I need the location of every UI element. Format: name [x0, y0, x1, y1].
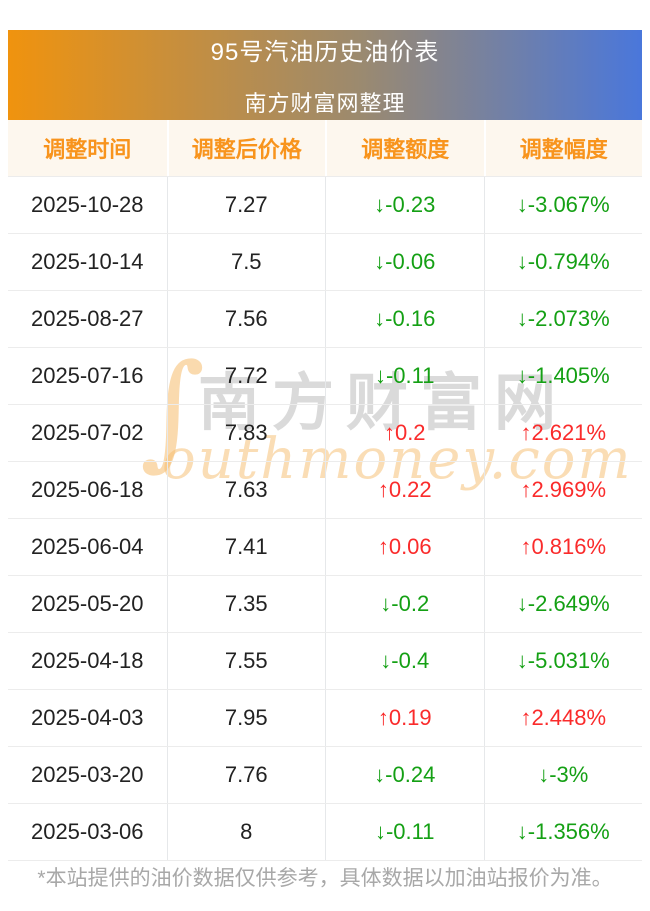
cell-adjust-amount: ↓-0.23	[325, 177, 484, 233]
column-header-adjust-time: 调整时间	[43, 137, 132, 162]
cell-adjust-amount: ↓-0.2	[325, 576, 484, 632]
cell-adjusted-price: 7.56	[166, 291, 326, 347]
cell-adjusted-price: 7.41	[166, 519, 326, 575]
cell-adjusted-price: 7.35	[166, 576, 326, 632]
cell-adjust-percent: ↓-3%	[483, 747, 643, 803]
table-row: 2025-10-28 7.27 ↓-0.23 ↓-3.067%	[8, 177, 642, 234]
cell-adjust-percent: ↑0.816%	[483, 519, 643, 575]
cell-adjusted-price: 8	[166, 804, 326, 860]
cell-adjust-amount: ↓-0.11	[325, 804, 484, 860]
cell-adjust-date: 2025-05-20	[30, 591, 144, 616]
cell-adjusted-price: 7.27	[166, 177, 326, 233]
page-subtitle: 南方财富网整理	[244, 91, 406, 116]
table-row: 2025-04-03 7.95 ↑0.19 ↑2.448%	[8, 690, 642, 747]
table-row: 2025-06-04 7.41 ↑0.06 ↑0.816%	[8, 519, 642, 576]
cell-adjusted-price: 7.72	[166, 348, 326, 404]
cell-adjust-percent: ↓-2.073%	[483, 291, 643, 347]
cell-adjust-date: 2025-03-06	[30, 819, 144, 844]
table-row: 2025-05-20 7.35 ↓-0.2 ↓-2.649%	[8, 576, 642, 633]
column-header-adjust-percent: 调整幅度	[483, 120, 643, 176]
cell-adjust-percent: ↓-2.649%	[483, 576, 643, 632]
cell-adjust-percent: ↓-1.356%	[483, 804, 643, 860]
cell-adjust-amount: ↑0.2	[325, 405, 484, 461]
cell-adjust-date: 2025-06-04	[30, 534, 144, 559]
cell-adjusted-price: 7.76	[166, 747, 326, 803]
cell-adjust-percent: ↓-1.405%	[483, 348, 643, 404]
cell-adjust-date: 2025-03-20	[30, 762, 144, 787]
table-row: 2025-03-20 7.76 ↓-0.24 ↓-3%	[8, 747, 642, 804]
page-title: 95号汽油历史油价表	[210, 39, 440, 66]
cell-adjust-date: 2025-07-02	[30, 420, 144, 445]
table-body: 2025-10-28 7.27 ↓-0.23 ↓-3.067% 2025-10-…	[8, 177, 642, 861]
cell-adjusted-price: 7.55	[166, 633, 326, 689]
column-header-adjusted-price: 调整后价格	[166, 120, 326, 176]
cell-adjust-amount: ↑0.22	[325, 462, 484, 518]
table-row: 2025-08-27 7.56 ↓-0.16 ↓-2.073%	[8, 291, 642, 348]
cell-adjusted-price: 7.5	[166, 234, 326, 290]
cell-adjust-date: 2025-10-28	[30, 192, 144, 217]
cell-adjusted-price: 7.83	[166, 405, 326, 461]
cell-adjust-amount: ↑0.19	[325, 690, 484, 746]
cell-adjust-percent: ↑2.621%	[483, 405, 643, 461]
column-header-adjust-amount: 调整额度	[325, 120, 484, 176]
table-banner: 95号汽油历史油价表 南方财富网整理	[8, 30, 642, 120]
cell-adjust-amount: ↑0.06	[325, 519, 484, 575]
cell-adjust-percent: ↓-5.031%	[483, 633, 643, 689]
cell-adjust-percent: ↑2.448%	[483, 690, 643, 746]
table-row: 2025-10-14 7.5 ↓-0.06 ↓-0.794%	[8, 234, 642, 291]
cell-adjust-amount: ↓-0.11	[325, 348, 484, 404]
cell-adjust-date: 2025-06-18	[30, 477, 144, 502]
table-row: 2025-07-16 7.72 ↓-0.11 ↓-1.405%	[8, 348, 642, 405]
cell-adjusted-price: 7.95	[166, 690, 326, 746]
table-header-row: 调整时间 调整后价格 调整额度 调整幅度	[8, 120, 642, 177]
cell-adjust-date: 2025-07-16	[30, 363, 144, 388]
table-row: 2025-04-18 7.55 ↓-0.4 ↓-5.031%	[8, 633, 642, 690]
cell-adjust-percent: ↑2.969%	[483, 462, 643, 518]
cell-adjust-date: 2025-04-18	[30, 648, 144, 673]
price-history-table: 调整时间 调整后价格 调整额度 调整幅度 2025-10-28 7.27 ↓-0…	[8, 120, 642, 861]
cell-adjust-percent: ↓-0.794%	[483, 234, 643, 290]
cell-adjust-amount: ↓-0.4	[325, 633, 484, 689]
cell-adjust-amount: ↓-0.16	[325, 291, 484, 347]
cell-adjust-amount: ↓-0.06	[325, 234, 484, 290]
cell-adjust-date: 2025-10-14	[30, 249, 144, 274]
cell-adjust-percent: ↓-3.067%	[483, 177, 643, 233]
cell-adjusted-price: 7.63	[166, 462, 326, 518]
cell-adjust-amount: ↓-0.24	[325, 747, 484, 803]
table-row: 2025-03-06 8 ↓-0.11 ↓-1.356%	[8, 804, 642, 861]
table-row: 2025-07-02 7.83 ↑0.2 ↑2.621%	[8, 405, 642, 462]
table-row: 2025-06-18 7.63 ↑0.22 ↑2.969%	[8, 462, 642, 519]
cell-adjust-date: 2025-08-27	[30, 306, 144, 331]
cell-adjust-date: 2025-04-03	[30, 705, 144, 730]
disclaimer-note: *本站提供的油价数据仅供参考，具体数据以加油站报价为准。	[37, 867, 613, 890]
